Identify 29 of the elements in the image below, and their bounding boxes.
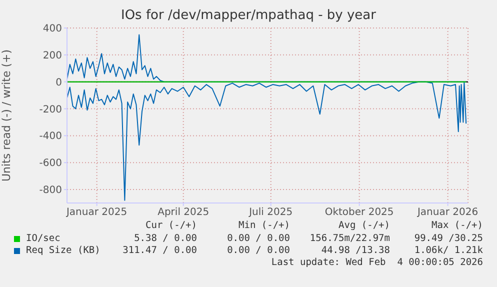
text: 99.49 /30.25 xyxy=(414,233,483,244)
text: 0.00 / 0.00 xyxy=(227,233,290,244)
text: 5.38 / 0.00 xyxy=(133,233,197,244)
y-tick-label: -400 xyxy=(39,131,62,142)
text: Cur (-/+) xyxy=(144,220,197,231)
text: Avg (-/+) xyxy=(338,220,390,231)
y-tick-label: 200 xyxy=(42,50,62,62)
text: Min (-/+) xyxy=(238,220,290,231)
y-tick-label: -600 xyxy=(39,158,62,170)
text: 311.47 / 0.00 xyxy=(122,245,197,256)
x-tick-label: Oktober 2025 xyxy=(324,207,394,218)
legend-label: IO/sec xyxy=(26,233,60,244)
text: 1.06k/ 1.21k xyxy=(414,245,483,256)
text: Last update: Wed Feb 4 00:00:05 2026 xyxy=(270,257,483,268)
y-tick-label: 400 xyxy=(42,24,62,35)
y-axis-title: Units read (-) / write (+) xyxy=(0,49,13,182)
y-tick-label: 0 xyxy=(56,77,62,88)
x-tick-label: Januar 2025 xyxy=(66,207,128,218)
legend-label: Req Size (KB) xyxy=(26,245,100,256)
text: 0.00 / 0.00 xyxy=(227,245,290,256)
y-tick-label: -200 xyxy=(39,104,62,116)
x-tick-label: Juli 2025 xyxy=(248,207,293,218)
x-tick-label: Januar 2026 xyxy=(416,207,478,218)
chart-title: IOs for /dev/mapper/mpathaq - by year xyxy=(120,8,377,23)
text: 44.98 /13.38 xyxy=(321,245,390,256)
y-tick-label: -800 xyxy=(39,185,62,196)
text: Max (-/+) xyxy=(430,220,483,231)
text: 156.75m/22.97m xyxy=(310,233,390,244)
x-tick-label: April 2025 xyxy=(158,207,210,218)
